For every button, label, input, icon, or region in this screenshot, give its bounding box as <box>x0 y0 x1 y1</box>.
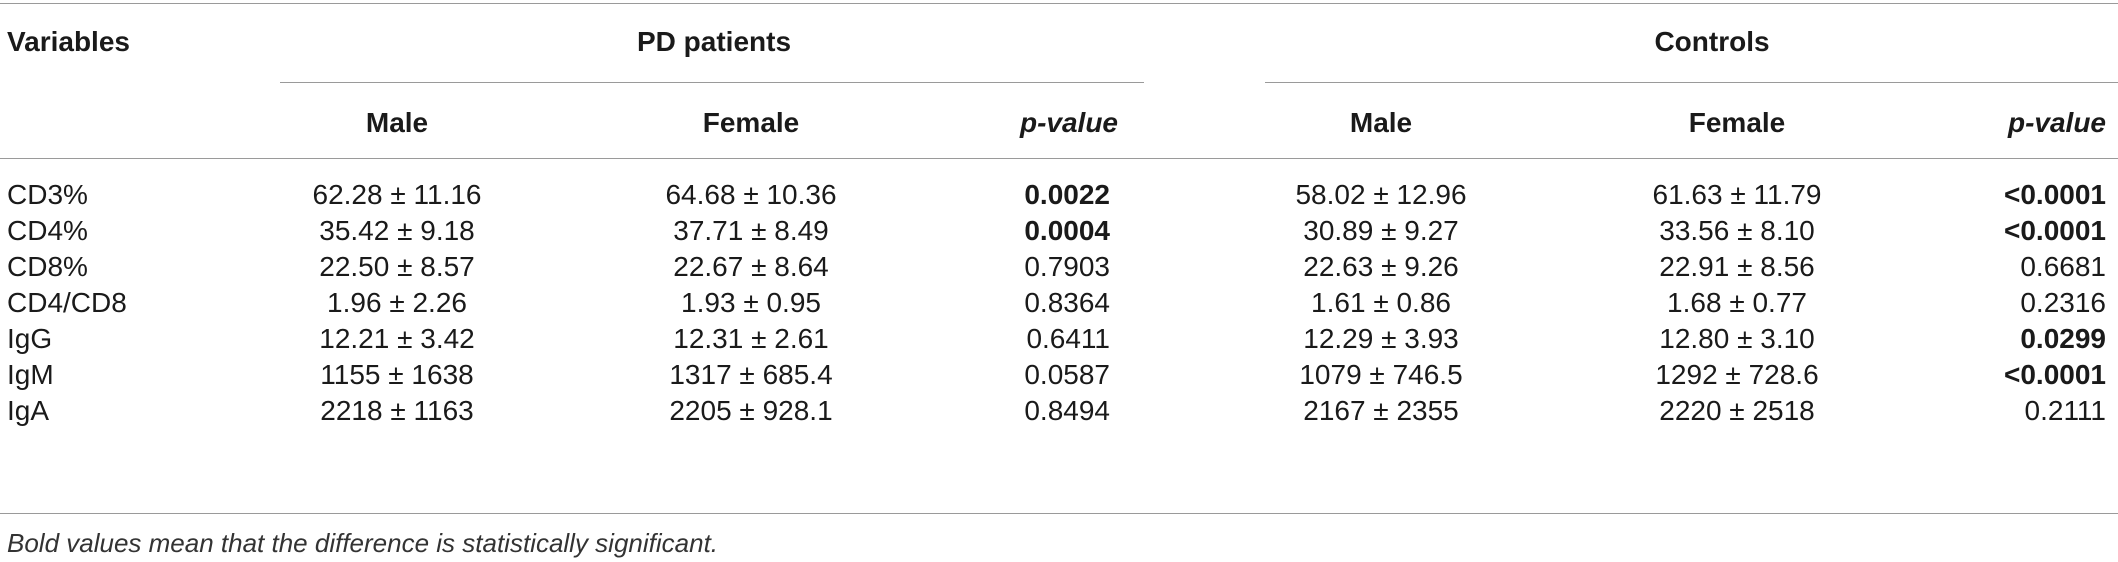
controls-female-cell: 1292 ± 728.6 <box>1655 359 1819 390</box>
variable-cell: CD4/CD8 <box>7 287 127 318</box>
pd-pvalue-cell: 0.8364 <box>1024 287 1110 318</box>
pd-male-cell: 1.96 ± 2.26 <box>327 287 467 318</box>
controls-male-header: Male <box>1349 107 1413 138</box>
pd-pvalue-cell: 0.7903 <box>1024 251 1110 282</box>
controls-male-cell: 58.02 ± 12.96 <box>1295 179 1467 210</box>
pd-female-cell: 1317 ± 685.4 <box>669 359 833 390</box>
pd-female-cell: 37.71 ± 8.49 <box>673 215 829 246</box>
controls-female-header: Female <box>1688 107 1786 138</box>
pd-male-header: Male <box>365 107 429 138</box>
pd-pvalue-cell: 0.6411 <box>1026 323 1110 354</box>
controls-pvalue-cell: <0.0001 <box>2004 179 2106 210</box>
pd-group-rule <box>280 82 1144 83</box>
controls-pvalue-cell: 0.0299 <box>2020 323 2106 354</box>
variable-cell: CD4% <box>7 215 88 246</box>
variable-cell: IgA <box>7 395 50 426</box>
controls-female-cell: 1.68 ± 0.77 <box>1667 287 1807 318</box>
pd-pvalue-cell: 0.0587 <box>1024 359 1110 390</box>
pd-female-cell: 12.31 ± 2.61 <box>673 323 829 354</box>
controls-female-cell: 22.91 ± 8.56 <box>1659 251 1815 282</box>
pd-male-cell: 35.42 ± 9.18 <box>319 215 475 246</box>
controls-pvalue-cell: 0.6681 <box>2020 251 2106 282</box>
controls-female-cell: 12.80 ± 3.10 <box>1659 323 1815 354</box>
controls-header: Controls <box>1654 26 1770 57</box>
pd-pvalue-header: p-value <box>1019 107 1118 138</box>
controls-male-cell: 1.61 ± 0.86 <box>1311 287 1451 318</box>
controls-male-cell: 1079 ± 746.5 <box>1299 359 1463 390</box>
pd-female-cell: 2205 ± 928.1 <box>669 395 833 426</box>
table-footnote: Bold values mean that the difference is … <box>7 528 719 558</box>
pd-male-cell: 1155 ± 1638 <box>320 359 474 390</box>
table-top-rule <box>0 3 2118 4</box>
variables-header: Variables <box>7 26 130 57</box>
header-bottom-rule <box>0 158 2118 159</box>
pd-male-cell: 2218 ± 1163 <box>320 395 474 426</box>
pd-patients-header: PD patients <box>636 26 792 57</box>
controls-pvalue-cell: 0.2316 <box>2020 287 2106 318</box>
pd-female-cell: 64.68 ± 10.36 <box>665 179 837 210</box>
pd-female-cell: 22.67 ± 8.64 <box>673 251 829 282</box>
pd-pvalue-cell: 0.0004 <box>1024 215 1110 246</box>
pd-pvalue-cell: 0.8494 <box>1024 395 1110 426</box>
pd-female-header: Female <box>702 107 800 138</box>
controls-pvalue-header: p-value <box>2007 107 2106 138</box>
controls-female-cell: 2220 ± 2518 <box>1659 395 1815 426</box>
variable-cell: IgM <box>7 359 54 390</box>
pd-pvalue-cell: 0.0022 <box>1024 179 1110 210</box>
pd-male-cell: 12.21 ± 3.42 <box>319 323 475 354</box>
variable-cell: CD3% <box>7 179 88 210</box>
controls-pvalue-cell: 0.2111 <box>2024 395 2106 426</box>
controls-male-cell: 12.29 ± 3.93 <box>1303 323 1459 354</box>
controls-male-cell: 2167 ± 2355 <box>1303 395 1459 426</box>
pd-male-cell: 22.50 ± 8.57 <box>319 251 475 282</box>
controls-pvalue-cell: <0.0001 <box>2004 359 2106 390</box>
controls-group-rule <box>1265 82 2118 83</box>
controls-female-cell: 61.63 ± 11.79 <box>1652 179 1822 210</box>
variable-cell: CD8% <box>7 251 88 282</box>
pd-female-cell: 1.93 ± 0.95 <box>681 287 821 318</box>
controls-male-cell: 22.63 ± 9.26 <box>1303 251 1459 282</box>
pd-male-cell: 62.28 ± 11.16 <box>312 179 482 210</box>
variable-cell: IgG <box>7 323 53 354</box>
controls-female-cell: 33.56 ± 8.10 <box>1659 215 1815 246</box>
table-bottom-rule <box>0 513 2118 514</box>
controls-male-cell: 30.89 ± 9.27 <box>1303 215 1459 246</box>
controls-pvalue-cell: <0.0001 <box>2004 215 2106 246</box>
